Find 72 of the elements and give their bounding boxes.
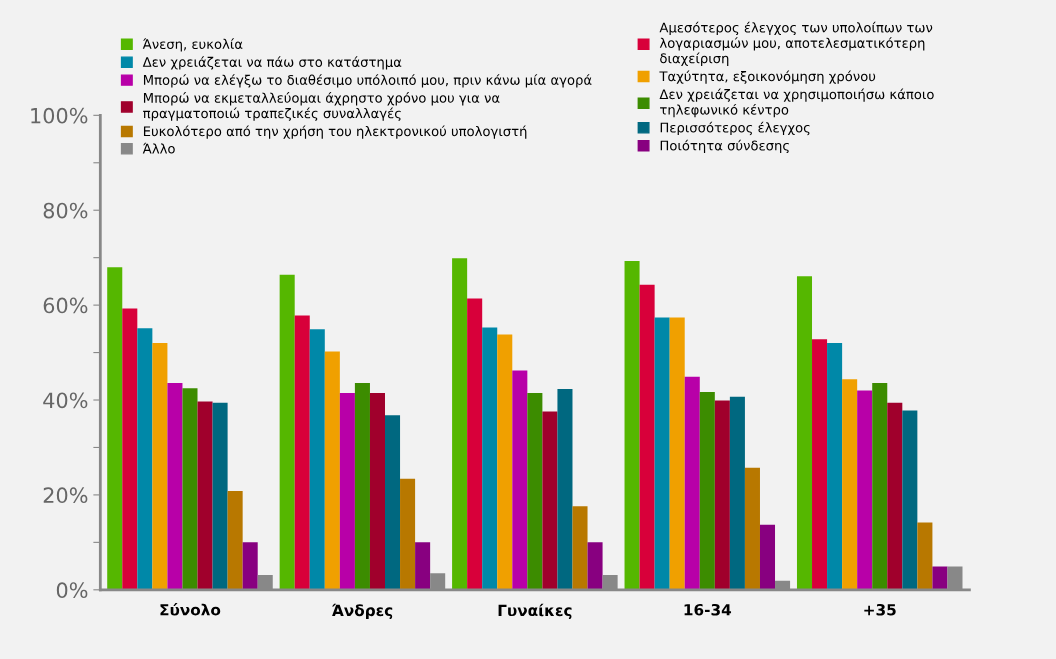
bar: [842, 379, 858, 590]
bar: [624, 260, 640, 590]
legend-label: Ταχύτητα, εξοικονόμηση χρόνου: [659, 70, 876, 84]
bar: [684, 376, 700, 590]
bar: [557, 389, 573, 590]
bar: [759, 524, 776, 590]
legend-label: Μπορώ να ελέγξω το διαθέσιμο υπόλοιπό μου, πριν κάνω μία αγορά: [143, 74, 592, 88]
bar: [512, 370, 528, 590]
bar: [572, 506, 588, 590]
x-tick-label: Σύνολο: [160, 603, 221, 616]
bar: [415, 542, 431, 590]
bar: [369, 392, 385, 590]
bar: [827, 343, 843, 590]
bar: [309, 329, 325, 590]
legend-label: Δεν χρειάζεται να πάω στο κατάστημα: [142, 56, 402, 70]
bar: [902, 410, 918, 590]
x-tick-label: Γυναίκες: [498, 603, 572, 620]
bar: [887, 402, 903, 590]
bar: [452, 258, 468, 590]
bar: [654, 317, 670, 590]
bar: [542, 411, 558, 590]
bar: [497, 334, 513, 590]
y-tick-label: 0%: [56, 582, 88, 599]
x-tick-label: Άνδρες: [332, 603, 393, 620]
y-tick-label: 40%: [43, 392, 88, 409]
bar: [122, 308, 138, 590]
bar: [812, 339, 828, 590]
bar: [152, 343, 168, 590]
bar: [167, 382, 183, 590]
bar: [796, 276, 813, 590]
x-tick-label: 16-34: [684, 603, 732, 616]
bar: [872, 382, 888, 590]
bar: [482, 327, 498, 590]
bar: [324, 351, 340, 590]
bar: [400, 478, 416, 590]
bar: [354, 382, 370, 590]
y-tick-label: 60%: [43, 297, 88, 314]
bar: [714, 400, 730, 590]
bar: [587, 542, 603, 590]
bar: [107, 267, 123, 590]
bar: [639, 284, 655, 590]
x-tick-label: +35: [864, 603, 896, 616]
bar: [385, 415, 401, 590]
legend-label: Αμεσότερος έλεγχος των υπολοίπων των λογαριασμών μου, αποτελεσματικότερη διαχείριση: [659, 21, 933, 66]
legend-label: Ευκολότερο από την χρήση του ηλεκτρονικού υπολογιστή: [143, 125, 527, 139]
bar: [527, 392, 543, 590]
bar: [744, 467, 760, 590]
bar: [917, 522, 933, 590]
legend-label: Ποιότητα σύνδεσης: [660, 139, 789, 154]
bar: [212, 402, 228, 590]
bar: [242, 542, 258, 590]
bar: [339, 392, 355, 590]
bar: [197, 401, 213, 590]
y-tick-label: 80%: [43, 202, 88, 219]
bar: [729, 396, 745, 590]
y-tick-label: 100%: [31, 107, 88, 124]
legend-label: Μπορώ να εκμεταλλεύομαι άχρηστο χρόνο μου για να πραγματοποιώ τραπεζικές συναλλαγές: [143, 92, 500, 121]
bar: [669, 317, 685, 590]
legend-label: Περισσότερος έλεγχος: [660, 121, 810, 136]
bar: [467, 298, 483, 590]
bar: [699, 391, 715, 590]
bar: [137, 328, 153, 590]
bar: [857, 390, 873, 590]
legend-label: Άνεση, ευκολία: [142, 38, 243, 52]
bar: [182, 388, 198, 590]
legend-label: Δεν χρειάζεται να χρησιμοποιήσω κάποιο τηλεφωνικό κέντρο: [659, 88, 934, 118]
bar: [932, 566, 948, 590]
bar: [294, 315, 310, 590]
y-tick-label: 20%: [43, 487, 88, 504]
legend-label: Άλλο: [142, 142, 175, 154]
bar: [227, 491, 243, 590]
bar: [279, 274, 295, 590]
